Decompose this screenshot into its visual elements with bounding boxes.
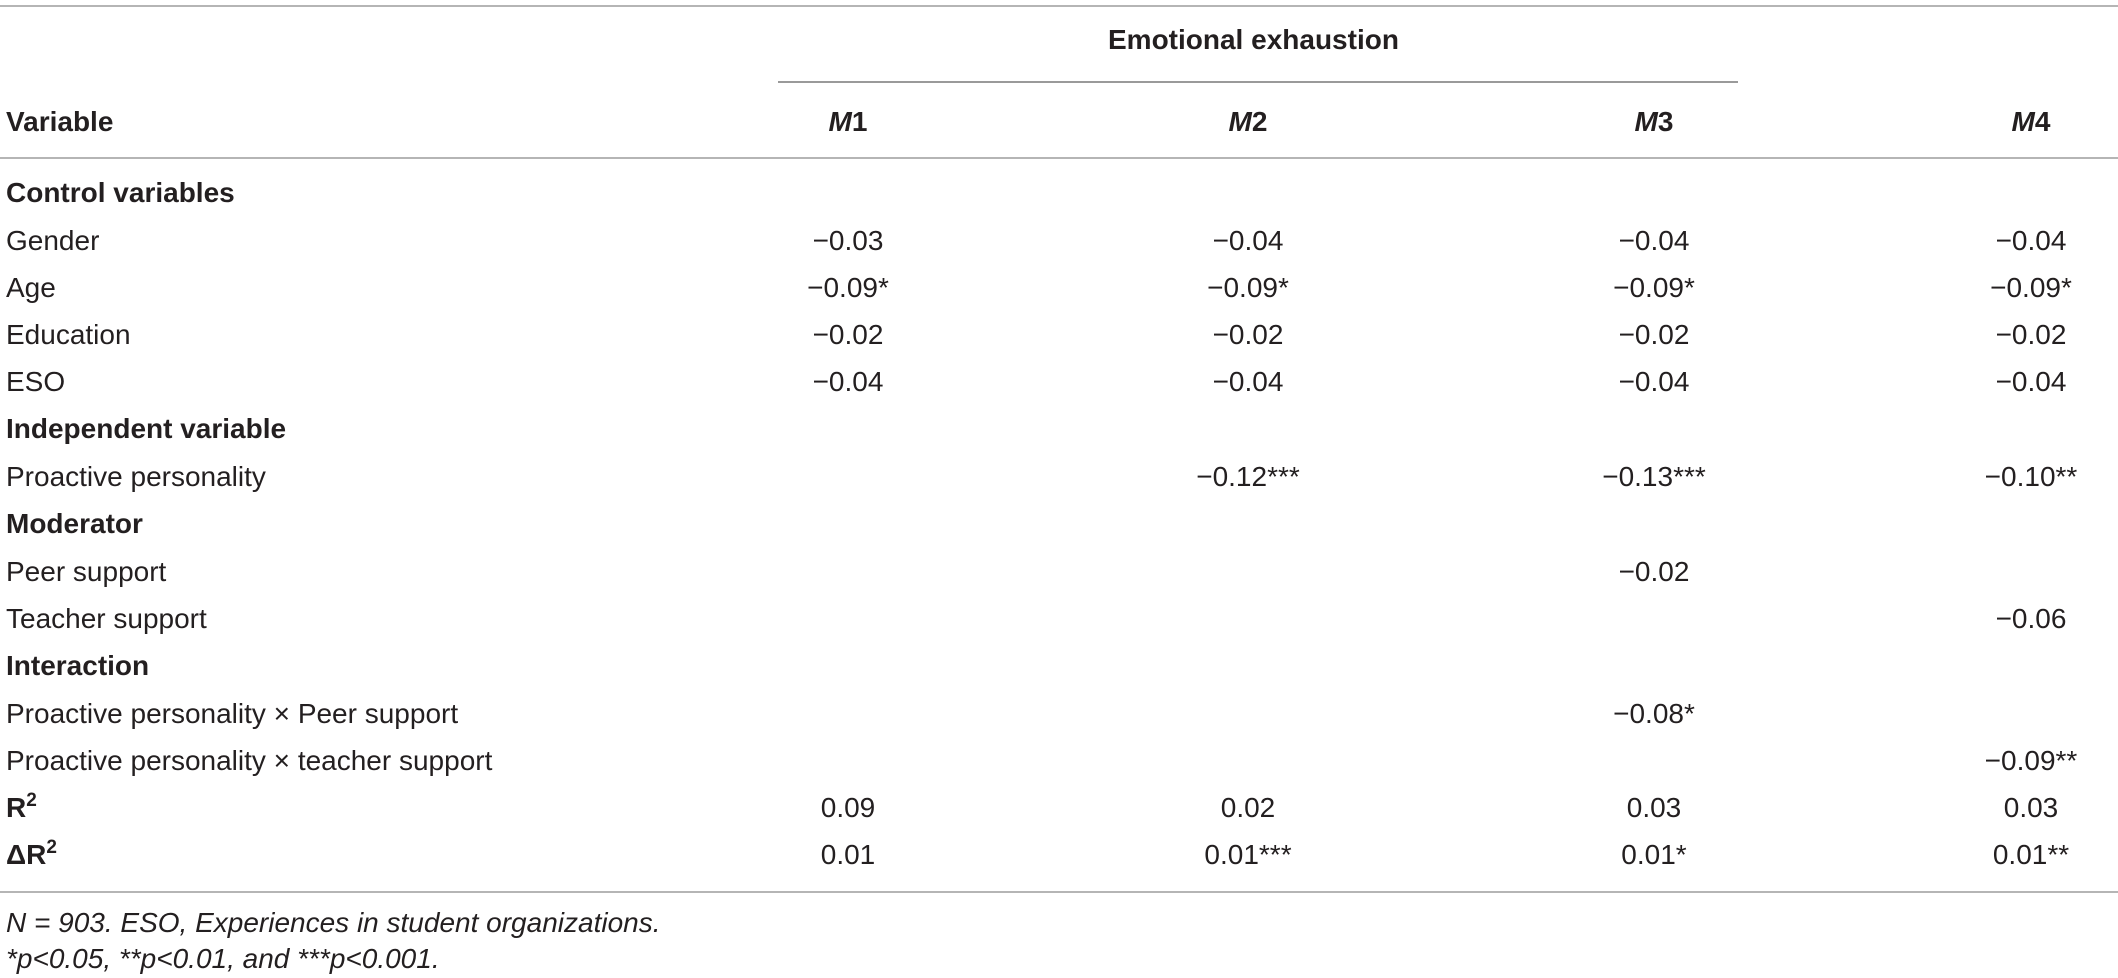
cell-pp-x-peer-m3: −0.08*	[1613, 698, 1695, 729]
cell-proactive-m2: −0.12***	[1196, 461, 1300, 492]
model-2-header: M2	[1228, 106, 1268, 137]
cell-r2-m1: 0.09	[820, 792, 876, 823]
row-label-r-squared: R2	[6, 790, 37, 823]
row-label-proactive-personality: Proactive personality	[6, 461, 266, 492]
row-label-teacher-support: Teacher support	[6, 603, 207, 634]
cell-peer-m3: −0.02	[1618, 556, 1690, 587]
cell-education-m2: −0.02	[1212, 319, 1284, 350]
cell-age-m1: −0.09*	[807, 272, 889, 303]
cell-age-m4: −0.09*	[1990, 272, 2072, 303]
cell-r2-m4: 0.03	[2003, 792, 2059, 823]
cell-eso-m3: −0.04	[1618, 366, 1690, 397]
row-label-education: Education	[6, 319, 131, 350]
cell-age-m3: −0.09*	[1613, 272, 1695, 303]
cell-dr2-m3: 0.01*	[1621, 839, 1687, 870]
row-label-delta-r-squared: ΔR2	[6, 837, 57, 870]
cell-dr2-m4: 0.01**	[1992, 839, 2070, 870]
section-independent-variable: Independent variable	[6, 413, 287, 444]
cell-gender-m3: −0.04	[1618, 225, 1690, 256]
cell-proactive-m3: −0.13***	[1602, 461, 1706, 492]
cell-pp-x-teacher-m4: −0.09**	[1984, 745, 2078, 776]
footnote-significance: *p<0.05, **p<0.01, and ***p<0.001.	[6, 943, 440, 974]
cell-education-m1: −0.02	[812, 319, 884, 350]
cell-gender-m1: −0.03	[812, 225, 884, 256]
section-moderator: Moderator	[6, 508, 143, 539]
footnote-sample: N = 903. ESO, Experiences in student org…	[6, 907, 661, 938]
cell-education-m4: −0.02	[1995, 319, 2067, 350]
section-interaction: Interaction	[6, 650, 150, 681]
cell-proactive-m4: −0.10**	[1984, 461, 2078, 492]
cell-dr2-m2: 0.01***	[1204, 839, 1292, 870]
table-bottom-rule	[0, 891, 2118, 893]
cell-age-m2: −0.09*	[1207, 272, 1289, 303]
variable-header: Variable	[6, 106, 114, 137]
row-label-age: Age	[6, 272, 56, 303]
group-span-rule	[778, 81, 1738, 83]
model-4-header: M4	[2011, 106, 2051, 137]
cell-eso-m4: −0.04	[1995, 366, 2067, 397]
cell-gender-m2: −0.04	[1212, 225, 1284, 256]
model-1-header: M1	[828, 106, 868, 137]
cell-eso-m1: −0.04	[812, 366, 884, 397]
model-3-header: M3	[1634, 106, 1674, 137]
cell-gender-m4: −0.04	[1995, 225, 2067, 256]
row-label-pp-x-teacher: Proactive personality × teacher support	[6, 745, 493, 776]
cell-dr2-m1: 0.01	[820, 839, 876, 870]
cell-teacher-m4: −0.06	[1995, 603, 2067, 634]
row-label-pp-x-peer: Proactive personality × Peer support	[6, 698, 459, 729]
cell-r2-m2: 0.02	[1220, 792, 1276, 823]
header-bottom-rule	[0, 157, 2118, 159]
row-label-eso: ESO	[6, 366, 66, 397]
row-label-peer-support: Peer support	[6, 556, 167, 587]
cell-r2-m3: 0.03	[1626, 792, 1682, 823]
group-header: Emotional exhaustion	[1108, 24, 1399, 55]
cell-eso-m2: −0.04	[1212, 366, 1284, 397]
row-label-gender: Gender	[6, 225, 100, 256]
section-control-variables: Control variables	[6, 177, 235, 208]
cell-education-m3: −0.02	[1618, 319, 1690, 350]
top-rule	[0, 5, 2118, 7]
